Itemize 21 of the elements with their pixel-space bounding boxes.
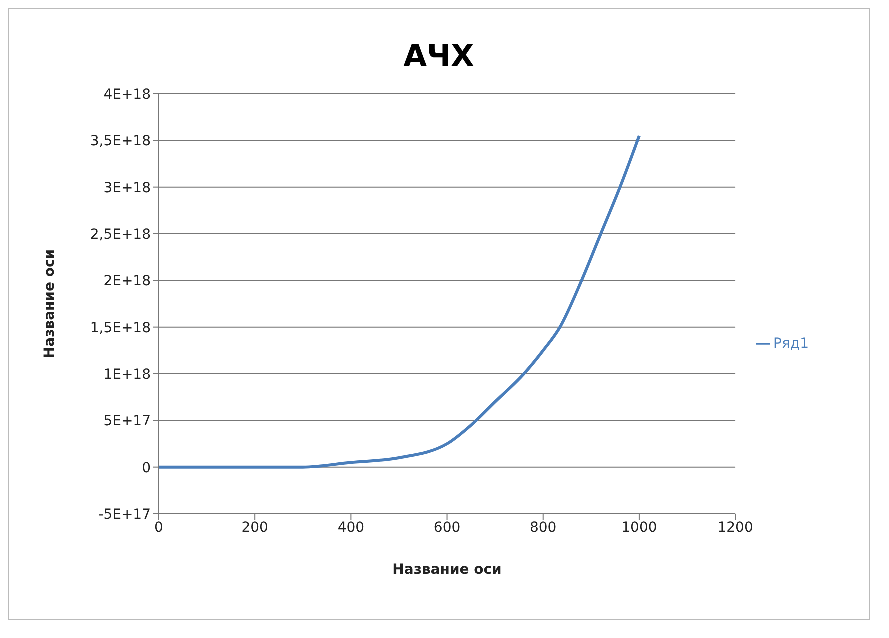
y-tick-label: -5E+17 bbox=[98, 506, 151, 523]
y-tick-label: 1E+18 bbox=[104, 366, 151, 383]
x-tick-label: 400 bbox=[338, 520, 365, 536]
x-tick-label: 1200 bbox=[718, 520, 754, 536]
y-tick-label: 5E+17 bbox=[104, 414, 151, 430]
y-axis-title: Название оси bbox=[42, 249, 58, 359]
y-tick-label: 2E+18 bbox=[104, 274, 151, 290]
y-tick-label: 1,5E+18 bbox=[90, 320, 151, 336]
x-axis-title: Название оси bbox=[392, 562, 502, 578]
y-tick-label: 3E+18 bbox=[104, 180, 151, 196]
x-tick-label: 600 bbox=[434, 520, 461, 536]
y-tick-label: 2,5E+18 bbox=[90, 226, 151, 243]
x-tick-label: 1000 bbox=[622, 520, 658, 536]
x-tick-label: 200 bbox=[242, 520, 268, 536]
chart-title: АЧХ bbox=[402, 39, 476, 74]
x-tick-label: 0 bbox=[154, 520, 164, 536]
y-tick-label: 3,5E+18 bbox=[90, 134, 151, 150]
y-tick-label: 0 bbox=[142, 460, 151, 476]
y-tick-label: 4E+18 bbox=[104, 86, 151, 103]
x-tick-label: 800 bbox=[530, 520, 557, 536]
legend-label: Ряд1 bbox=[774, 336, 809, 352]
